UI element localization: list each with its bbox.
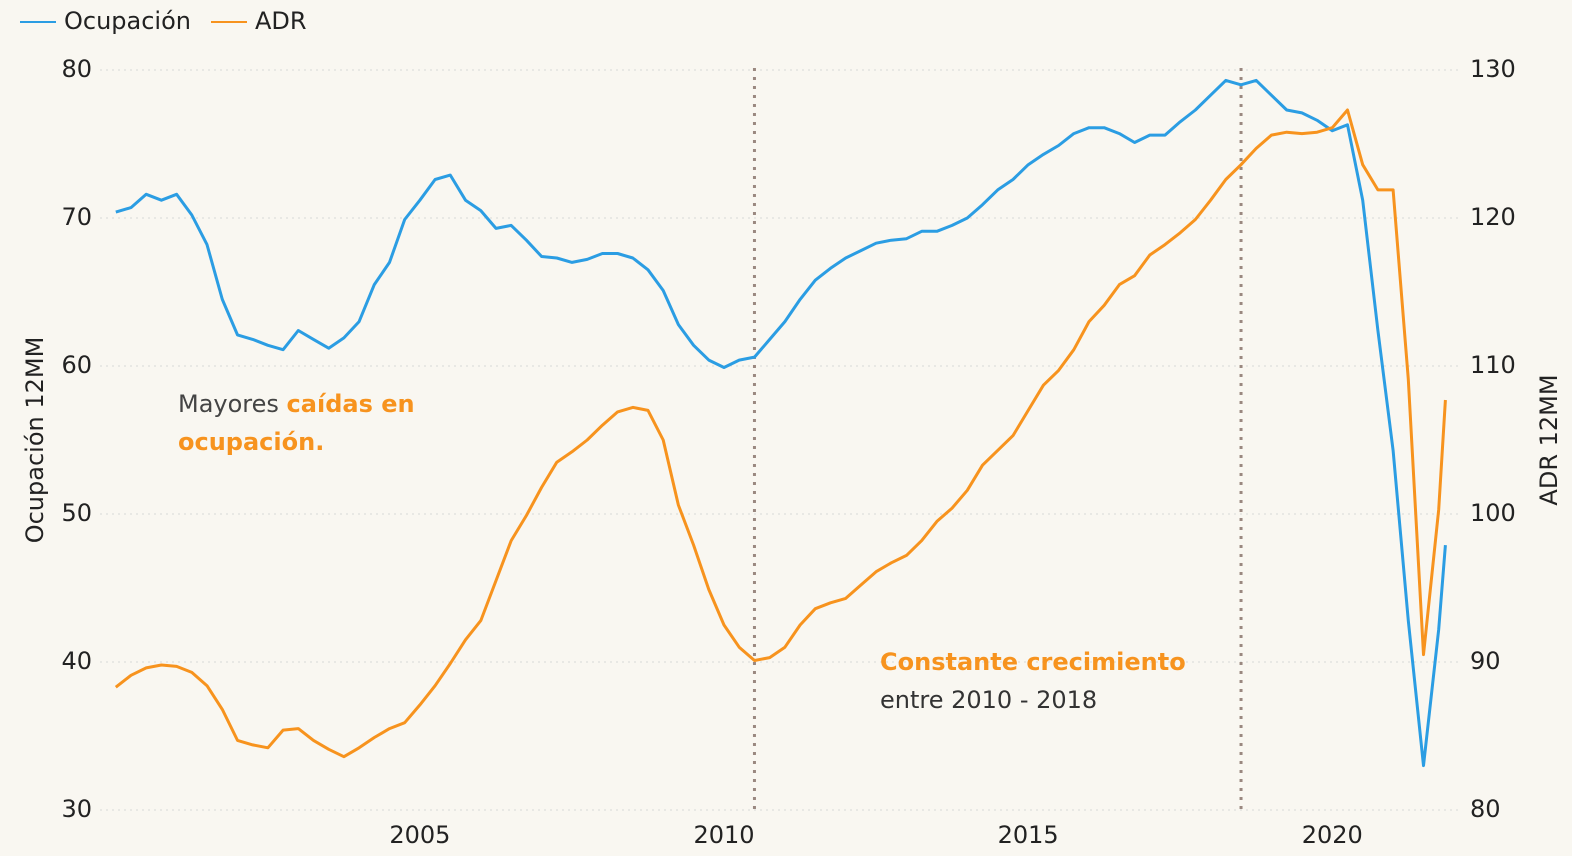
x-tick-label: 2005 xyxy=(389,821,450,849)
x-tick-label: 2010 xyxy=(694,821,755,849)
annotation-part: Mayores xyxy=(178,390,287,418)
y2-tick-label: 80 xyxy=(1470,795,1501,823)
y-tick-label: 50 xyxy=(61,499,92,527)
y2-tick-label: 110 xyxy=(1470,351,1516,379)
y2-tick-label: 130 xyxy=(1470,55,1516,83)
x-tick-label: 2015 xyxy=(998,821,1059,849)
legend-label: Ocupación xyxy=(64,7,191,35)
annotation: Mayores caídas en xyxy=(178,390,415,418)
annotation-part: ocupación. xyxy=(178,428,324,456)
annotation: entre 2010 - 2018 xyxy=(880,686,1097,714)
legend-label: ADR xyxy=(255,7,307,35)
series-line xyxy=(114,108,1447,759)
annotation-part: entre 2010 - 2018 xyxy=(880,686,1097,714)
x-tick-label: 2020 xyxy=(1302,821,1363,849)
annotation-part: caídas en xyxy=(287,390,415,418)
annotation-part: Constante crecimiento xyxy=(880,648,1186,676)
y2-tick-label: 100 xyxy=(1470,499,1516,527)
series-line xyxy=(115,78,1447,768)
y-tick-label: 60 xyxy=(61,351,92,379)
y2-axis-title: ADR 12MM xyxy=(1535,374,1563,505)
y-tick-label: 70 xyxy=(61,203,92,231)
y-tick-label: 30 xyxy=(61,795,92,823)
annotation: ocupación. xyxy=(178,428,324,456)
annotation: Constante crecimiento xyxy=(880,648,1186,676)
y-tick-label: 40 xyxy=(61,647,92,675)
y-tick-label: 80 xyxy=(61,55,92,83)
y-axis-title: Ocupación 12MM xyxy=(21,337,49,544)
y2-tick-label: 120 xyxy=(1470,203,1516,231)
y2-tick-label: 90 xyxy=(1470,647,1501,675)
